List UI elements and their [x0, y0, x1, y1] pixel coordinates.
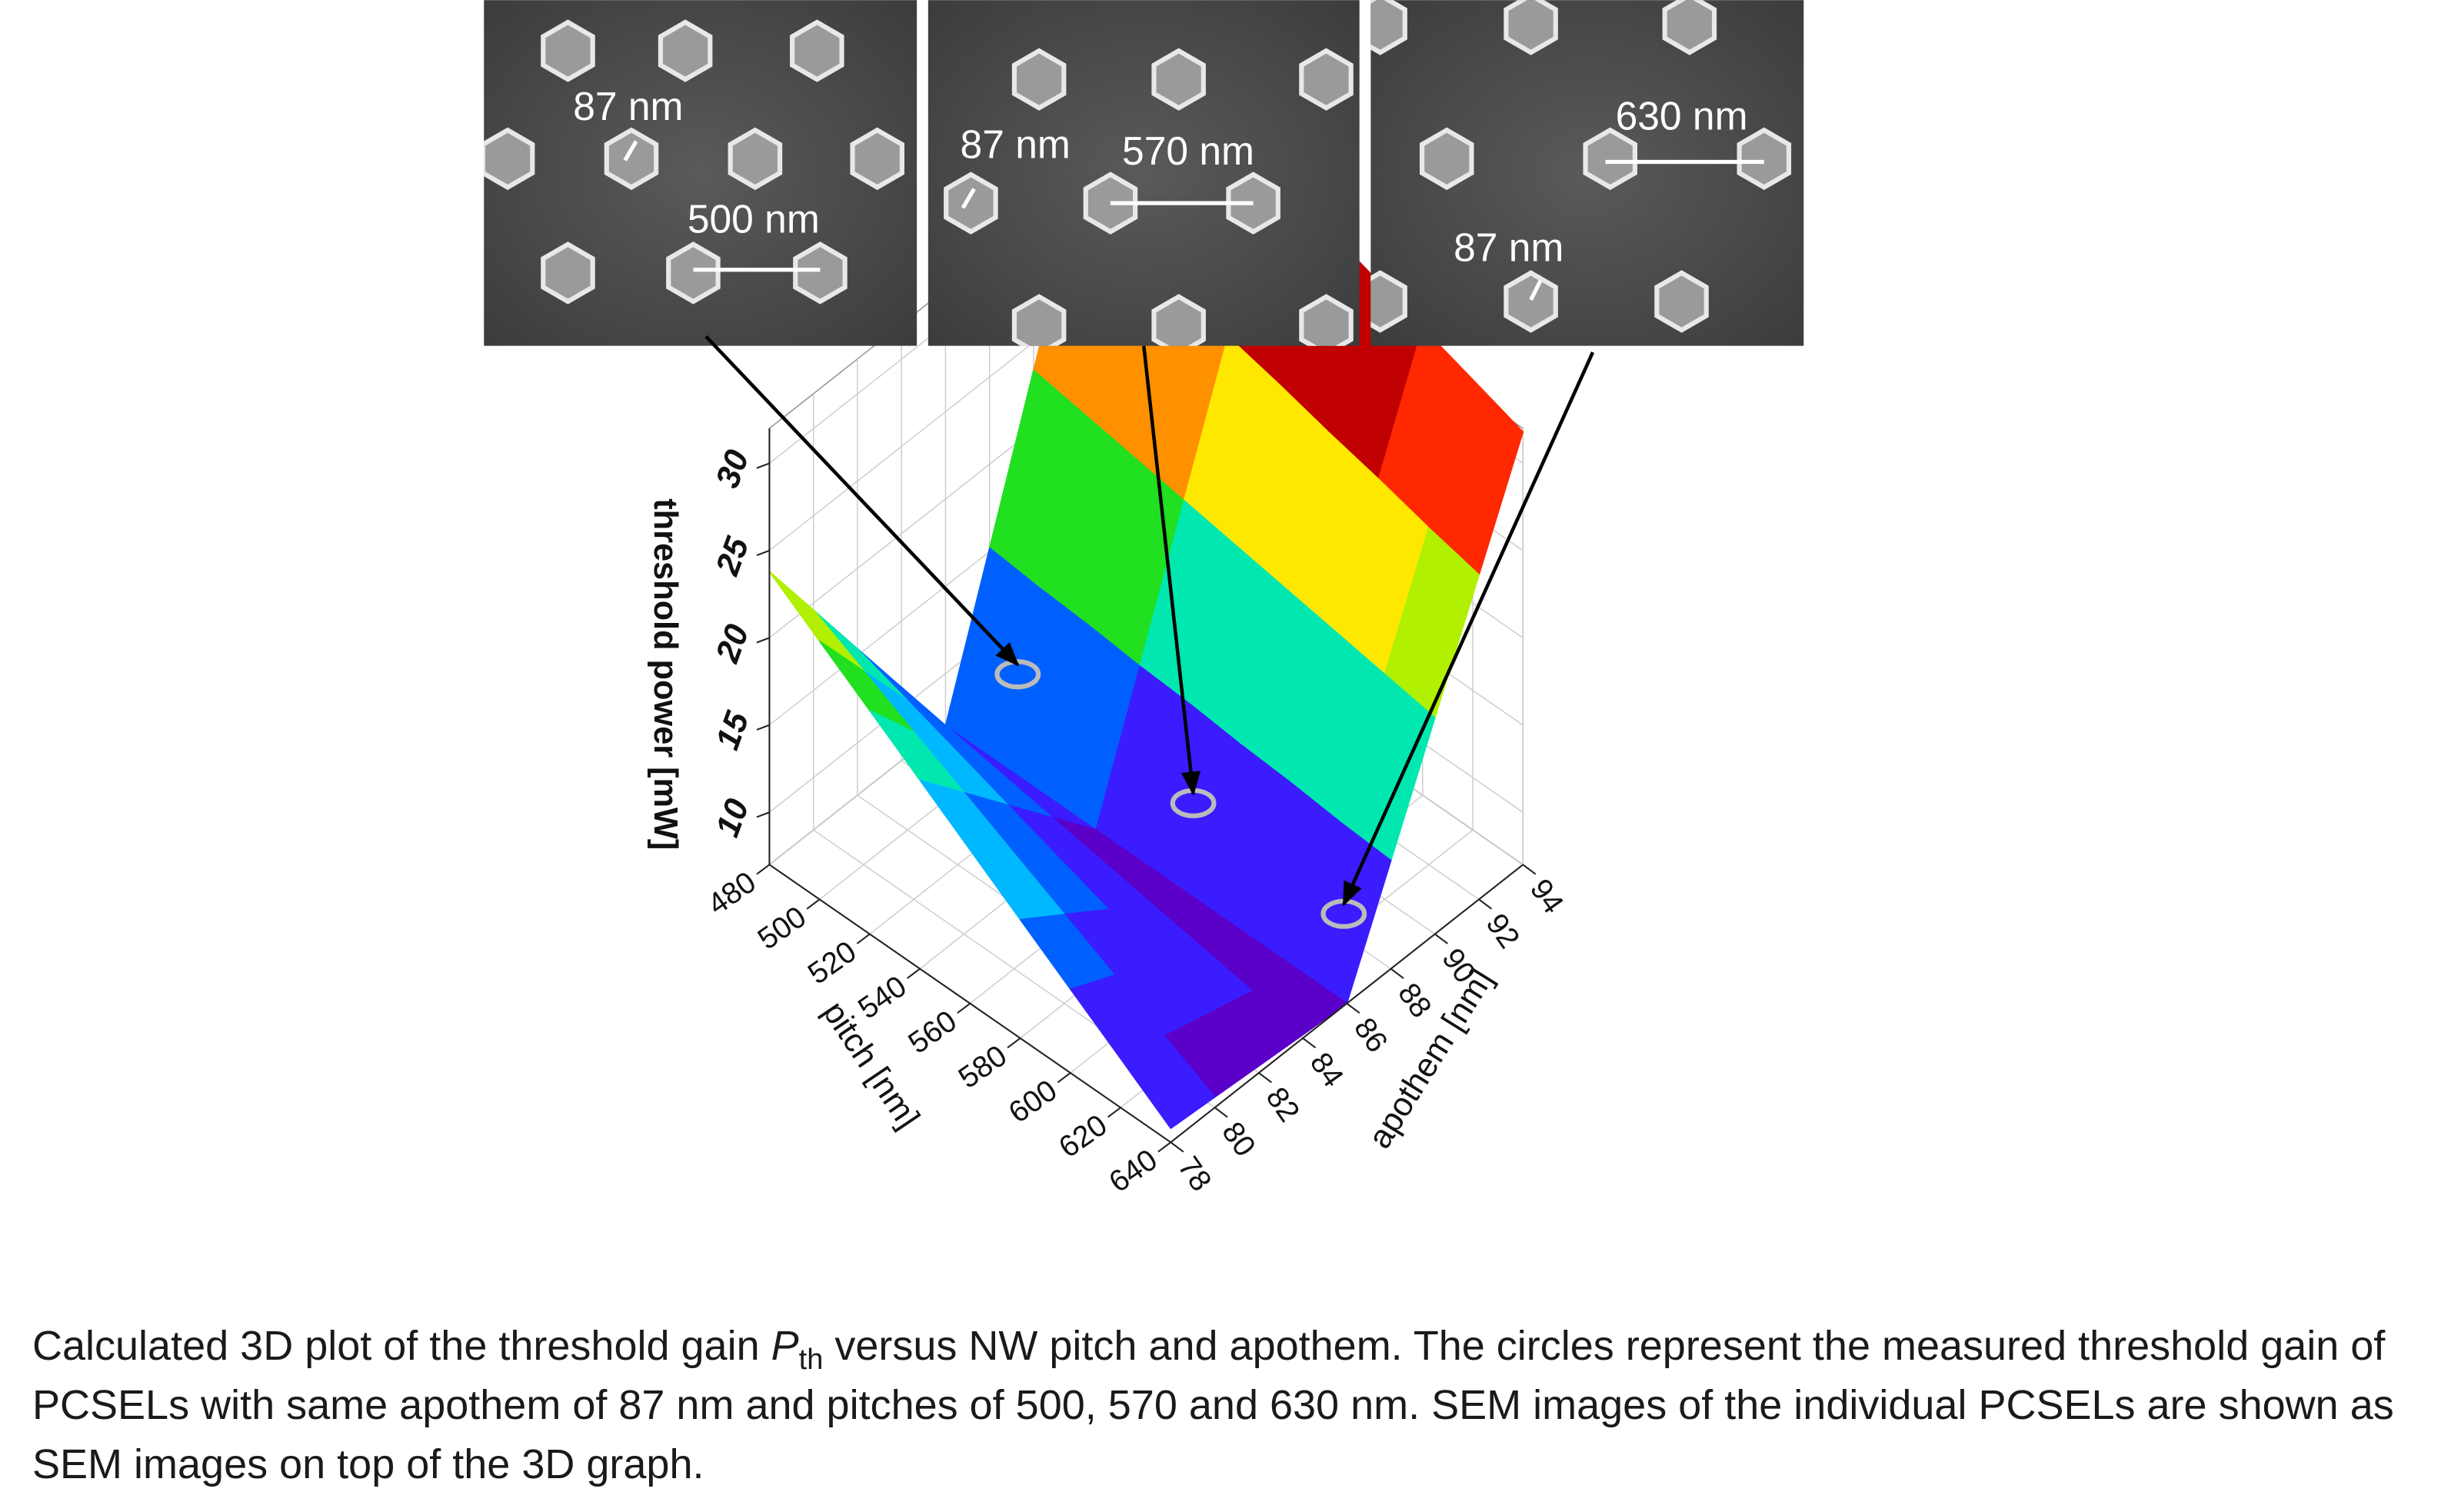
z-tick: [756, 549, 770, 557]
nanowire: [1583, 127, 1637, 191]
nanowire: [1370, 270, 1407, 333]
z-axis-title: threshold power [mW]: [647, 498, 684, 850]
arrow: [1342, 351, 1595, 907]
x-tick-label: 600: [1003, 1074, 1063, 1130]
pitch-label: 500 nm: [688, 196, 820, 241]
x-tick: [1107, 1107, 1121, 1118]
x-tick-label: 580: [953, 1039, 1013, 1095]
nanowire: [1299, 48, 1354, 111]
nanowire: [1370, 0, 1407, 55]
nanowire: [1662, 0, 1717, 55]
y-tick: [1522, 864, 1537, 875]
nanowire: [793, 241, 848, 305]
nanowire: [666, 241, 721, 305]
x-tick: [1157, 1141, 1171, 1153]
z-tick: [756, 811, 770, 818]
nanowire: [541, 19, 595, 82]
y-tick-label: 84: [1304, 1047, 1350, 1093]
sem-background: [927, 0, 1360, 346]
y-tick: [1302, 1037, 1317, 1049]
x-tick: [907, 967, 921, 979]
nanowire: [944, 172, 998, 235]
z-tick: [756, 724, 770, 731]
z-tick-label: 10: [709, 794, 757, 842]
z-tick: [756, 462, 770, 469]
nanowire: [1151, 48, 1206, 111]
apothem-bar: [623, 140, 638, 162]
y-tick-label: 86: [1347, 1012, 1394, 1058]
z-tick: [756, 637, 770, 644]
apothem-label: 87 nm: [961, 122, 1071, 167]
y-tick-label: 88: [1391, 977, 1437, 1024]
nanowire: [484, 127, 535, 191]
caption-subscript: th: [798, 1343, 824, 1376]
sem-insets: 500 nm 87 nm 570 nm 87 nm 630 nm 87 nm: [484, 0, 1804, 346]
y-tick-label: 80: [1215, 1116, 1261, 1162]
z-tick-label: 15: [709, 706, 757, 754]
x-tick-label: 520: [802, 935, 862, 991]
caption: Calculated 3D plot of the threshold gain…: [32, 1317, 2432, 1494]
y-tick: [1390, 967, 1404, 979]
nanowire: [728, 127, 783, 191]
arrow: [1142, 345, 1201, 797]
x-tick: [856, 933, 871, 944]
sem-image: 500 nm 87 nm: [484, 0, 917, 346]
surface-patch: [1120, 1035, 1216, 1129]
z-tick-label: 30: [709, 445, 757, 493]
x-tick-label: 640: [1104, 1144, 1164, 1200]
x-tick: [806, 898, 821, 910]
nanowire: [1299, 294, 1354, 346]
y-tick-label: 82: [1259, 1081, 1305, 1127]
caption-symbol: P: [771, 1323, 799, 1369]
apothem-bar: [1529, 280, 1543, 301]
sem-image: 630 nm 87 nm: [1370, 0, 1804, 346]
x-tick: [1057, 1072, 1071, 1084]
arrows: [704, 335, 1595, 929]
apothem-label: 87 nm: [573, 84, 683, 128]
x-tick-label: 560: [903, 1004, 963, 1061]
nanowire: [790, 19, 844, 82]
x-tick-label: 500: [752, 901, 812, 957]
y-tick-label: 78: [1171, 1151, 1217, 1197]
pitch-label: 630 nm: [1616, 93, 1748, 138]
x-tick-label: 620: [1053, 1108, 1113, 1164]
caption-text: versus NW pitch and apothem. The circles…: [32, 1323, 2394, 1487]
x-tick: [957, 1002, 971, 1014]
y-tick-label: 92: [1480, 908, 1526, 954]
pitch-label: 570 nm: [1122, 128, 1254, 173]
y-tick: [1214, 1107, 1228, 1118]
nanowire: [541, 241, 595, 305]
y-axis-title: apothem [nm]: [1361, 963, 1500, 1155]
sem-image: 570 nm 87 nm: [927, 0, 1360, 346]
x-tick: [1007, 1037, 1021, 1049]
x-tick-label: 480: [702, 866, 762, 922]
x-tick: [756, 864, 771, 875]
nanowire: [1419, 127, 1474, 191]
caption-text: Calculated 3D plot of the threshold gain: [32, 1323, 771, 1369]
apothem-bar: [961, 188, 976, 209]
nanowire: [1151, 294, 1206, 346]
nanowire: [658, 19, 713, 82]
arrow: [704, 335, 1020, 667]
z-tick-label: 25: [709, 532, 757, 581]
nanowire: [1504, 270, 1558, 333]
nanowire: [1737, 127, 1792, 191]
nanowire: [1011, 48, 1067, 111]
y-tick: [1434, 933, 1448, 944]
y-tick: [1258, 1072, 1272, 1084]
y-tick-label: 94: [1524, 873, 1570, 919]
y-tick: [1170, 1141, 1184, 1153]
nanowire: [1654, 270, 1709, 333]
y-tick: [1478, 898, 1493, 910]
nanowire: [850, 127, 904, 191]
nanowire: [1504, 0, 1558, 55]
z-tick-label: 20: [709, 620, 757, 668]
y-tick: [1346, 1002, 1360, 1014]
apothem-label: 87 nm: [1454, 225, 1564, 270]
nanowire: [1011, 294, 1067, 346]
nanowire: [604, 127, 659, 191]
